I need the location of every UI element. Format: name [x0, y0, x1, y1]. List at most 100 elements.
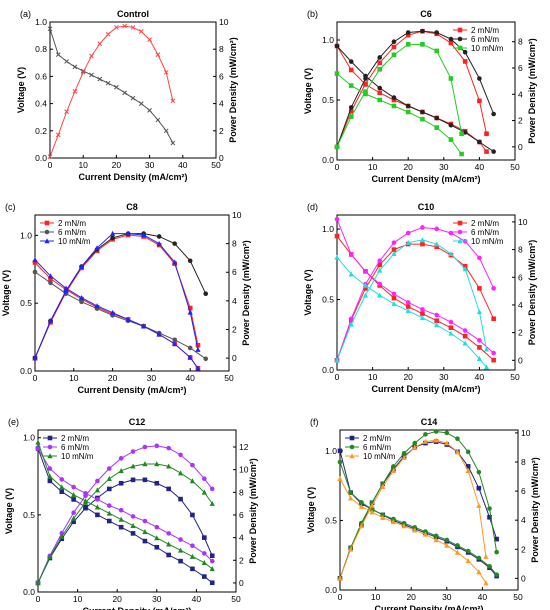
data-point: [448, 230, 454, 236]
y-axis-label: Voltage (V): [1, 270, 11, 316]
data-point: [422, 438, 429, 444]
data-point: [380, 514, 386, 520]
x-axis-label: Current Density (mA/cm²): [78, 172, 187, 182]
data-point: [348, 490, 353, 495]
data-point: [434, 241, 440, 247]
data-point: [459, 151, 464, 157]
data-point: [363, 89, 368, 94]
data-point: [377, 85, 383, 91]
y2-tick-label: 8: [518, 245, 523, 255]
data-point: [334, 233, 340, 239]
chart-title: C14: [421, 417, 438, 427]
y2-tick-label: 10: [521, 428, 531, 438]
data-point: [444, 430, 450, 436]
y2-tick-label: 10: [219, 17, 229, 27]
data-point: [130, 531, 136, 536]
data-point: [118, 480, 124, 486]
data-point: [363, 286, 368, 291]
data-point: [118, 456, 124, 461]
data-point: [477, 345, 482, 350]
y2-tick-label: 6: [239, 510, 244, 520]
data-point: [434, 48, 439, 54]
y-tick-label: 0.0: [20, 366, 32, 376]
data-point: [47, 154, 53, 159]
data-point: [195, 365, 201, 371]
data-point: [448, 325, 454, 331]
data-point: [391, 300, 397, 307]
data-point: [420, 225, 425, 230]
legend-entry: 10 mN/m: [58, 237, 91, 246]
series-voltage: [32, 256, 201, 371]
data-point: [202, 535, 207, 540]
series-line: [336, 226, 495, 361]
data-point: [44, 220, 50, 226]
data-point: [130, 25, 136, 30]
data-point: [369, 509, 375, 515]
data-point: [362, 292, 369, 298]
x-tick-label: 20: [406, 592, 416, 602]
legend-entry: 2 mN/m: [471, 26, 499, 35]
legend-entry: 2 mN/m: [363, 434, 391, 443]
chart-panel: Control (a) 0 10 20 30 40 50 0.0 0.2 0.4 0.6 0.8 1.0 0…: [16, 9, 238, 182]
y2-tick-label: 4: [219, 99, 224, 109]
y2-tick-label: 6: [518, 272, 523, 282]
x-tick-label: 10: [78, 160, 88, 170]
data-point: [79, 299, 84, 305]
data-point: [94, 245, 100, 251]
data-point: [154, 480, 160, 486]
y2-tick-label: 8: [239, 487, 244, 497]
legend: 2 mN/m6 mN/m10 mN/m: [43, 434, 94, 461]
data-point: [348, 546, 354, 552]
data-point: [106, 486, 112, 492]
data-point: [35, 580, 41, 586]
data-point: [83, 493, 88, 499]
x-tick-label: 20: [112, 594, 122, 604]
data-point: [448, 76, 454, 81]
data-point: [391, 103, 397, 109]
data-point: [97, 76, 103, 82]
legend: 2 mN/m6 mN/m10 mN/m: [453, 26, 504, 53]
legend: 2 mN/m6 mN/m10 mN/m: [453, 219, 504, 246]
data-point: [476, 309, 482, 315]
data-point: [391, 247, 397, 252]
series-line: [34, 259, 199, 369]
data-point: [465, 557, 471, 564]
data-point: [209, 580, 215, 586]
y-tick-label: 0.0: [325, 585, 337, 595]
data-point: [209, 486, 215, 492]
data-point: [106, 518, 112, 524]
y2-tick-label: 4: [232, 296, 237, 306]
data-point: [477, 338, 482, 343]
data-point: [348, 495, 354, 501]
data-point: [47, 26, 53, 32]
x-tick-label: 10: [368, 162, 378, 172]
legend-entry: 10 mN/m: [471, 237, 504, 246]
data-point: [172, 341, 178, 347]
data-point: [405, 308, 411, 314]
data-point: [190, 566, 195, 572]
y-tick-label: 1.0: [35, 17, 47, 27]
data-point: [401, 454, 407, 460]
data-point: [462, 59, 468, 64]
data-point: [147, 108, 152, 113]
series-line: [34, 233, 199, 359]
y-tick-label: 0.0: [322, 365, 334, 375]
x-tick-label: 10: [371, 592, 381, 602]
series-voltage: [32, 260, 201, 371]
plot-frame: [336, 21, 516, 161]
data-point: [172, 337, 177, 343]
data-point: [483, 364, 490, 370]
data-point: [434, 125, 439, 130]
data-point: [462, 49, 468, 55]
data-point: [377, 258, 383, 263]
data-point: [476, 485, 482, 491]
data-point: [170, 140, 176, 146]
data-point: [172, 259, 178, 265]
data-point: [155, 117, 161, 123]
data-point: [491, 357, 496, 363]
data-point: [118, 467, 124, 474]
legend-entry: 6 mN/m: [471, 228, 499, 237]
series-line: [339, 461, 498, 576]
data-point: [483, 553, 489, 559]
data-point: [114, 84, 119, 90]
